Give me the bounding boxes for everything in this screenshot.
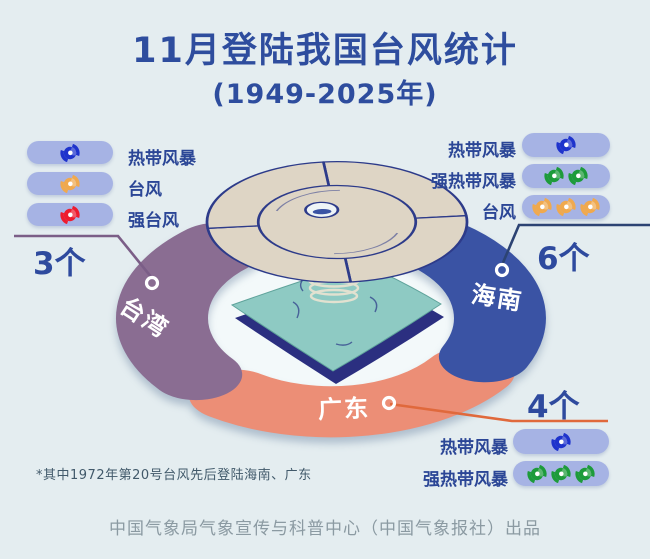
guangdong-count: 4个 — [527, 389, 580, 425]
typhoon-icon — [555, 196, 577, 218]
sea-block — [230, 261, 444, 384]
legend-label: 台风 — [128, 180, 162, 200]
legend-pill — [522, 164, 610, 188]
credit-line: 中国气象局气象宣传与科普中心（中国气象报社）出品 — [109, 519, 541, 539]
legend-label: 热带风暴 — [440, 438, 508, 458]
guangdong-arc-label: 广东 — [317, 394, 371, 424]
taiwan-connector-line — [14, 234, 154, 279]
typhoon-icon — [550, 463, 572, 485]
typhoon-icon — [555, 134, 577, 156]
taiwan-marker — [144, 275, 160, 291]
storm-icons — [59, 204, 81, 226]
legend-label: 热带风暴 — [128, 149, 196, 169]
storm-icons — [526, 463, 596, 485]
footnote: *其中1972年第20号台风先后登陆海南、广东 — [36, 468, 312, 483]
storm-icons — [543, 165, 589, 187]
storm-icons — [59, 142, 81, 164]
typhoon-icon — [574, 463, 596, 485]
legend-pill — [522, 133, 610, 157]
taiwan-count: 3个 — [33, 246, 86, 282]
guangdong-arc — [188, 346, 515, 438]
legend-pill — [27, 141, 113, 164]
storm-icons — [59, 173, 81, 195]
legend-pill — [27, 172, 113, 195]
typhoon-icon — [550, 431, 572, 453]
page-subtitle: (1949-2025年) — [212, 79, 438, 110]
legend-label: 台风 — [482, 203, 516, 223]
guangdong-connector-line — [389, 402, 608, 423]
typhoon-icon — [59, 173, 81, 195]
typhoon-cloud — [205, 161, 469, 283]
legend-pill — [513, 429, 609, 454]
typhoon-icon — [567, 165, 589, 187]
storm-icons — [550, 431, 572, 453]
sea-surface — [230, 261, 442, 372]
typhoon-icon — [59, 204, 81, 226]
page-title: 11月登陆我国台风统计 — [132, 31, 518, 71]
taiwan-arc — [116, 222, 265, 401]
typhoon-icon — [543, 165, 565, 187]
guangdong-marker — [381, 395, 397, 411]
legend-label: 强台风 — [128, 211, 179, 231]
hainan-connector-line — [500, 223, 650, 266]
typhoon-icon — [531, 196, 553, 218]
legend-pill — [27, 203, 113, 226]
typhoon-icon — [579, 196, 601, 218]
hainan-count: 6个 — [537, 241, 590, 277]
hainan-marker — [494, 262, 510, 278]
storm-icons — [555, 134, 577, 156]
typhoon-icon — [526, 463, 548, 485]
legend-pill — [522, 195, 610, 219]
legend-pill — [513, 461, 609, 486]
typhoon-icon — [59, 142, 81, 164]
legend-label: 强热带风暴 — [431, 172, 516, 192]
storm-icons — [531, 196, 601, 218]
legend-label: 强热带风暴 — [423, 470, 508, 490]
legend-label: 热带风暴 — [448, 141, 516, 161]
